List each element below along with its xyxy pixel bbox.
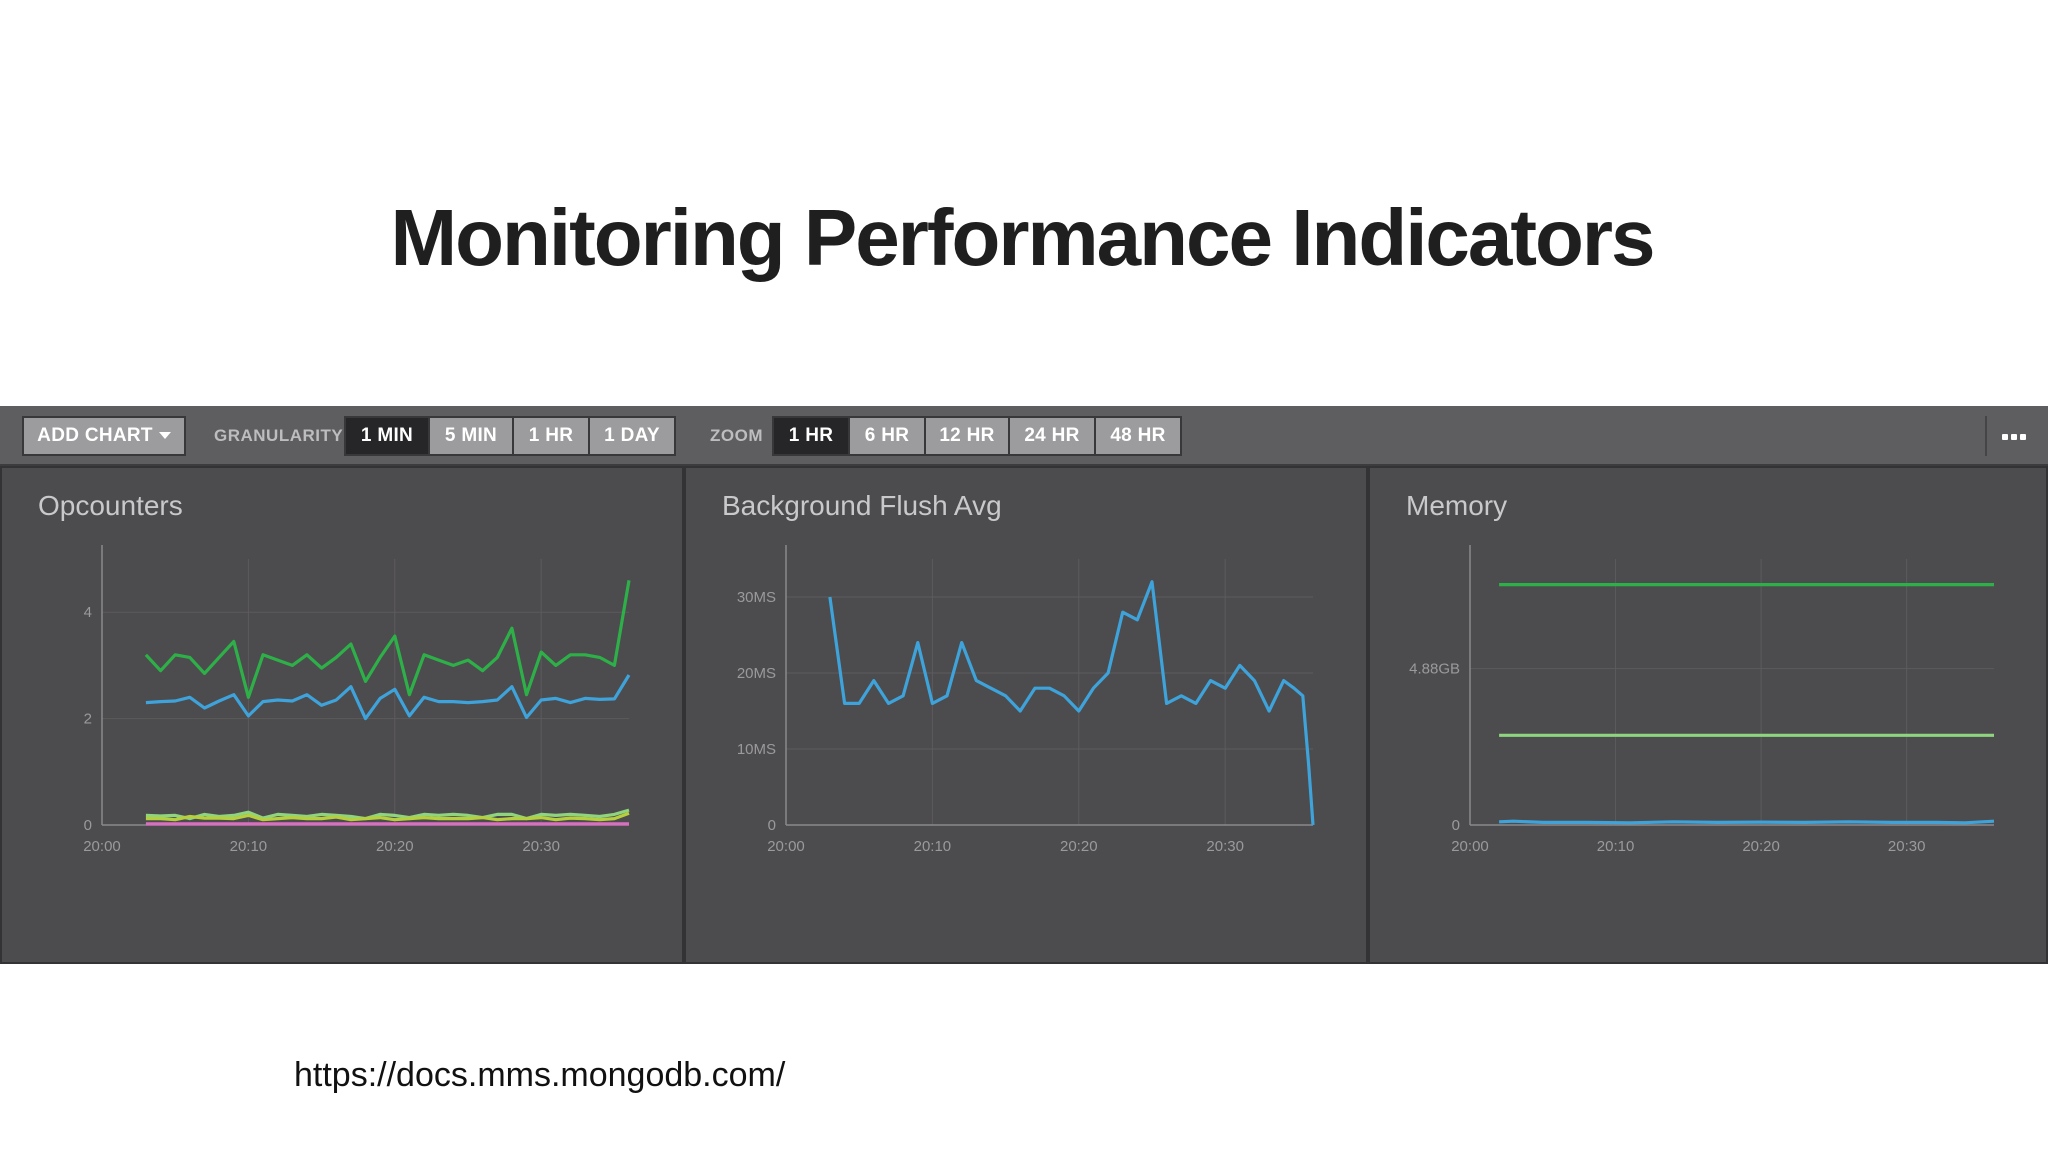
ellipsis-dot [2002,434,2008,440]
opcounters-chart: 20:00 20:10 20:20 20:30 0 2 4 [83,545,631,855]
granularity-label: GRANULARITY [214,426,344,445]
ellipsis-dot [2020,434,2026,440]
x-tick-label: 20:00 [767,838,805,855]
slide-title-text: Monitoring Performance Indicators [390,193,1655,282]
zoom-12-hr-label: 12 HR [939,425,995,446]
source-url[interactable]: https://docs.mms.mongodb.com/ [294,1056,786,1094]
granularity-1-hr-label: 1 HR [528,425,574,446]
y-tick-label: 4 [84,604,92,621]
granularity-5-min-button[interactable]: 5 MIN [428,416,514,456]
x-tick-label: 20:10 [914,838,952,855]
caret-down-icon [158,432,171,440]
granularity-1-min-label: 1 MIN [360,425,414,446]
x-tick-label: 20:30 [522,838,560,855]
chart-title-background-flush: Background Flush Avg [722,490,1002,521]
zoom-1-hr-button[interactable]: 1 HR [772,416,850,456]
y-tick-label: 0 [84,817,92,834]
chart-title-opcounters: Opcounters [38,490,183,521]
series-line-green [144,580,631,699]
chart-title-memory: Memory [1406,490,1508,521]
x-tick-label: 20:30 [1206,838,1244,855]
series-line-blue [828,580,1315,826]
y-tick-label: 2 [84,711,92,728]
granularity-1-min-button[interactable]: 1 MIN [344,416,430,456]
y-tick-label: 20MS [737,665,776,682]
add-chart-button[interactable]: ADD CHART [22,416,186,456]
zoom-48-hr-button[interactable]: 48 HR [1094,416,1182,456]
zoom-6-hr-label: 6 HR [864,425,910,446]
granularity-1-hr-button[interactable]: 1 HR [512,416,590,456]
ellipsis-dot [2011,434,2017,440]
y-tick-label: 10MS [737,741,776,758]
granularity-1-day-label: 1 DAY [604,425,660,446]
zoom-48-hr-label: 48 HR [1110,425,1166,446]
x-tick-label: 20:10 [1597,838,1635,855]
zoom-6-hr-button[interactable]: 6 HR [848,416,926,456]
series-line-yellow-green [145,811,630,822]
x-tick-label: 20:20 [1060,838,1098,855]
granularity-1-day-button[interactable]: 1 DAY [588,416,676,456]
add-chart-label: ADD CHART [37,425,153,446]
memory-chart: 20:00 20:10 20:20 20:30 0 4.88GB [1409,545,1995,855]
chart-panel-opcounters: Opcounters 20:00 20:10 20:20 20:30 0 2 4 [0,466,684,964]
monitoring-dashboard: ADD CHART GRANULARITY 1 MIN 5 MIN 1 HR 1… [0,406,2048,964]
toolbar-divider [1985,416,1987,456]
zoom-1-hr-label: 1 HR [788,425,834,446]
series-line-light-green [145,808,630,821]
y-tick-label: 0 [768,817,776,834]
zoom-label: ZOOM [710,426,763,445]
x-tick-label: 20:00 [83,838,121,855]
x-tick-label: 20:30 [1888,838,1926,855]
chart-panel-memory: Memory 20:00 20:10 20:20 20:30 0 4.88GB [1368,466,2048,964]
background-flush-chart: 20:00 20:10 20:20 20:30 0 10MS 20MS 30MS [737,545,1315,855]
y-tick-label: 30MS [737,589,776,606]
zoom-12-hr-button[interactable]: 12 HR [924,416,1010,456]
series-line-blue [1499,819,1995,825]
series-line-blue [145,674,631,721]
x-tick-label: 20:20 [376,838,414,855]
slide-title: Monitoring Performance Indicators [0,188,2048,288]
x-tick-label: 20:00 [1451,838,1489,855]
chart-panel-background-flush: Background Flush Avg 20:00 20:10 20:20 20:3… [684,466,1368,964]
zoom-24-hr-label: 24 HR [1024,425,1080,446]
y-tick-label: 0 [1452,817,1460,834]
ellipsis-icon[interactable] [2000,422,2030,450]
x-tick-label: 20:10 [230,838,268,855]
zoom-24-hr-button[interactable]: 24 HR [1008,416,1096,456]
chart-toolbar: ADD CHART GRANULARITY 1 MIN 5 MIN 1 HR 1… [0,406,2048,466]
x-tick-label: 20:20 [1742,838,1780,855]
granularity-5-min-label: 5 MIN [444,425,498,446]
y-tick-label: 4.88GB [1409,661,1460,678]
